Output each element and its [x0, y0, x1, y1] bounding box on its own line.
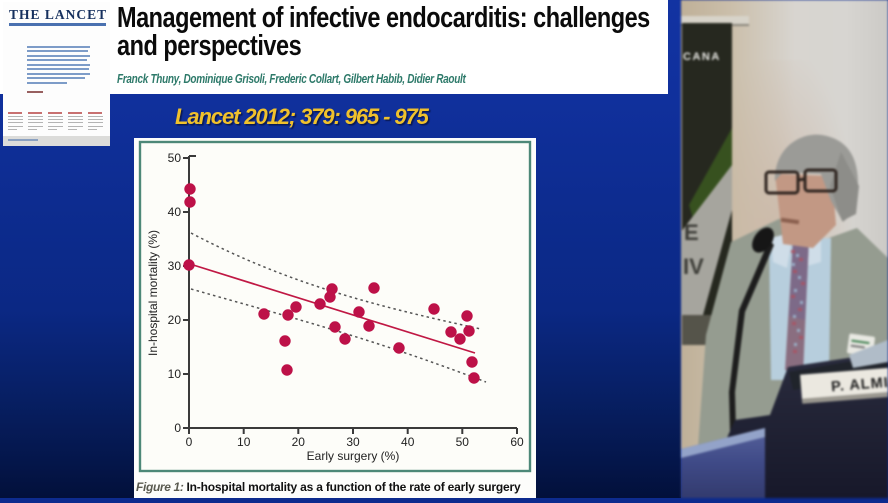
svg-text:0: 0 [186, 435, 193, 449]
svg-text:40: 40 [401, 435, 415, 449]
svg-text:In-hospital mortality (%): In-hospital mortality (%) [146, 230, 160, 356]
svg-text:CANA: CANA [683, 51, 721, 63]
svg-text:E: E [684, 220, 699, 245]
svg-text:20: 20 [292, 435, 306, 449]
svg-text:40: 40 [168, 205, 182, 219]
svg-text:P. ALMI: P. ALMI [831, 375, 888, 395]
svg-text:Early surgery (%): Early surgery (%) [307, 449, 400, 463]
svg-text:0: 0 [174, 421, 181, 435]
svg-text:IV: IV [683, 254, 704, 279]
svg-text:50: 50 [168, 151, 182, 165]
svg-text:20: 20 [168, 313, 182, 327]
svg-text:30: 30 [346, 435, 360, 449]
svg-text:10: 10 [237, 435, 251, 449]
svg-text:60: 60 [510, 435, 524, 449]
svg-text:30: 30 [168, 259, 182, 273]
svg-text:10: 10 [168, 367, 182, 381]
svg-text:50: 50 [456, 435, 470, 449]
